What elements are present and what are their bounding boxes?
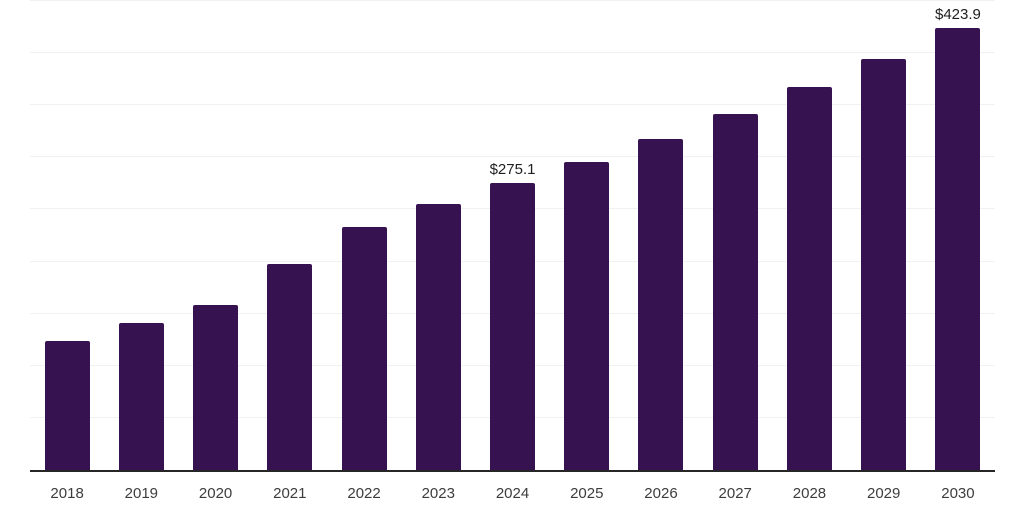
bar-slot-2023 xyxy=(401,0,475,470)
bar-slot-2018 xyxy=(30,0,104,470)
bars-container: $275.1 $423.9 xyxy=(30,0,995,470)
x-tick-label-2019: 2019 xyxy=(124,485,159,502)
x-tick-label-2022: 2022 xyxy=(347,485,381,502)
gridline-350 xyxy=(30,104,995,106)
bar-2025 xyxy=(564,161,610,470)
gridline-400 xyxy=(30,52,995,54)
bar-value-label-2024: $275.1 xyxy=(489,161,536,179)
bar-2028 xyxy=(786,87,832,470)
x-tick-label-2021: 2021 xyxy=(273,485,307,502)
x-tick-label-2018: 2018 xyxy=(50,485,84,502)
bar-2024 xyxy=(490,183,536,470)
bar-2023 xyxy=(415,204,461,470)
x-axis-labels: 2018 2019 2020 2021 2022 2023 2024 2025 2026 2027… xyxy=(30,485,995,502)
x-tick-label-2028: 2028 xyxy=(792,485,827,502)
bar-slot-2029 xyxy=(847,0,921,470)
x-tick-label-2025: 2025 xyxy=(570,485,604,502)
bar-slot-2024: $275.1 xyxy=(475,0,549,470)
bar-slot-2026 xyxy=(624,0,698,470)
bar-2027 xyxy=(712,113,758,470)
x-tick-label-2026: 2026 xyxy=(644,485,678,502)
bar-2029 xyxy=(861,58,907,470)
bar-slot-2028 xyxy=(772,0,846,470)
bar-2030 xyxy=(935,28,981,470)
plot-area: $275.1 $423.9 xyxy=(30,0,995,470)
bar-2026 xyxy=(638,138,684,470)
bar-2018 xyxy=(44,341,90,470)
x-tick-label-2024: 2024 xyxy=(495,485,530,502)
bar-slot-2027 xyxy=(698,0,772,470)
x-axis-line xyxy=(30,470,995,472)
bar-slot-2020 xyxy=(178,0,252,470)
x-tick-label-2023: 2023 xyxy=(421,485,455,502)
x-tick-label-2030: 2030 xyxy=(941,485,975,502)
bar-2021 xyxy=(267,264,313,470)
gridline-300 xyxy=(30,156,995,158)
x-tick-label-2027: 2027 xyxy=(718,485,752,502)
bar-slot-2030: $423.9 xyxy=(921,0,995,470)
bar-slot-2019 xyxy=(104,0,178,470)
bar-value-label-2030: $423.9 xyxy=(934,6,981,24)
bar-slot-2021 xyxy=(253,0,327,470)
bar-2022 xyxy=(341,226,387,470)
x-tick-label-2029: 2029 xyxy=(867,485,901,502)
gridline-450 xyxy=(30,0,995,1)
bar-2020 xyxy=(193,305,239,470)
bar-2019 xyxy=(118,323,164,470)
bar-slot-2022 xyxy=(327,0,401,470)
bar-slot-2025 xyxy=(550,0,624,470)
x-tick-label-2020: 2020 xyxy=(198,485,233,502)
